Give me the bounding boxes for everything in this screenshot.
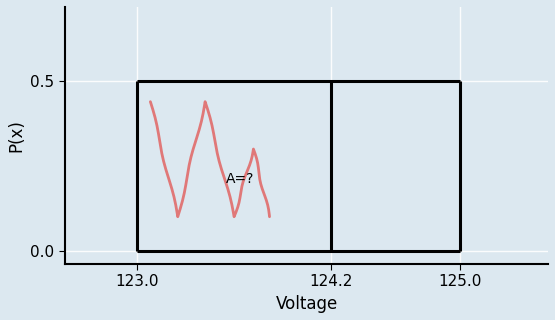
Y-axis label: P(x): P(x) bbox=[7, 119, 25, 152]
X-axis label: Voltage: Voltage bbox=[275, 295, 337, 313]
Text: A=?: A=? bbox=[226, 172, 254, 186]
